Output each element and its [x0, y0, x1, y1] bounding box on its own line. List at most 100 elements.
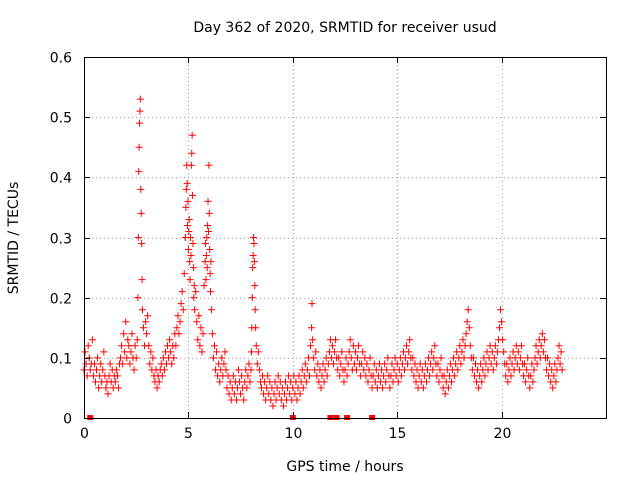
data-point [422, 378, 430, 386]
data-point [306, 372, 314, 380]
x-tick-label: 20 [494, 426, 512, 442]
data-point [478, 378, 486, 386]
zero-gap-markers [87, 415, 376, 420]
data-point [251, 282, 259, 290]
data-point [196, 342, 204, 350]
data-point [204, 197, 212, 205]
data-point [153, 384, 161, 392]
data-point [187, 252, 195, 260]
data-point [91, 378, 99, 386]
data-point [308, 300, 316, 308]
data-point [207, 258, 215, 266]
data-point [249, 252, 257, 260]
data-point [183, 179, 191, 187]
data-point [197, 324, 205, 332]
data-point [89, 372, 97, 380]
data-point [409, 354, 417, 362]
x-tick-label: 5 [184, 426, 193, 442]
x-tick-labels: 0 5 10 15 20 [80, 426, 511, 442]
data-point [335, 354, 343, 362]
data-point [184, 246, 192, 254]
data-point [491, 342, 499, 350]
y-tick-label: 0.6 [50, 51, 72, 67]
data-point [124, 336, 132, 344]
data-point [192, 288, 200, 296]
data-point [403, 342, 411, 350]
data-point [114, 384, 122, 392]
data-point [250, 240, 258, 248]
data-point [204, 227, 212, 235]
data-point [328, 342, 336, 350]
data-point [128, 330, 136, 338]
data-point [182, 185, 190, 193]
data-point [131, 342, 139, 350]
data-point [401, 366, 409, 374]
data-point [497, 306, 505, 314]
data-point [230, 390, 238, 398]
data-point [251, 306, 259, 314]
chart-title: Day 362 of 2020, SRMTID for receiver usu… [193, 20, 496, 36]
data-point [133, 336, 141, 344]
data-point [184, 197, 192, 205]
data-point [496, 324, 504, 332]
data-point [140, 324, 148, 332]
data-point [202, 276, 210, 284]
data-point [460, 354, 468, 362]
data-point [84, 342, 92, 350]
data-point [170, 354, 178, 362]
data-point [464, 306, 472, 314]
data-point [359, 348, 367, 356]
data-point [173, 324, 181, 332]
data-point [530, 366, 538, 374]
data-point [552, 378, 560, 386]
data-point [160, 366, 168, 374]
data-point [554, 354, 562, 362]
data-point [299, 384, 307, 392]
data-point [558, 366, 566, 374]
data-point [187, 161, 195, 169]
gap-marker [344, 415, 351, 420]
gap-marker [333, 415, 340, 420]
data-point [119, 360, 127, 368]
data-point [200, 282, 208, 290]
y-tick-label: 0.5 [50, 111, 72, 127]
data-point [111, 378, 119, 386]
data-point [85, 354, 93, 362]
data-point [240, 396, 248, 404]
data-point [555, 342, 563, 350]
data-point [202, 252, 210, 260]
data-point [209, 354, 217, 362]
data-point [221, 348, 229, 356]
data-point [347, 354, 355, 362]
gap-marker [87, 415, 94, 420]
data-point [125, 342, 133, 350]
data-point [205, 209, 213, 217]
data-point [309, 336, 317, 344]
data-point [381, 360, 389, 368]
data-point [435, 378, 443, 386]
data-point [544, 354, 552, 362]
data-point [189, 240, 197, 248]
data-point [523, 366, 531, 374]
data-point [336, 372, 344, 380]
data-point [379, 384, 387, 392]
data-point [168, 360, 176, 368]
data-point [175, 330, 183, 338]
data-point [344, 360, 352, 368]
data-point [434, 360, 442, 368]
data-point [337, 360, 345, 368]
data-point [504, 378, 512, 386]
data-point [406, 336, 414, 344]
data-point [138, 306, 146, 314]
data-point [549, 384, 557, 392]
data-point [250, 258, 258, 266]
data-point [254, 348, 262, 356]
data-point [363, 360, 371, 368]
data-point [88, 336, 96, 344]
data-point [507, 372, 515, 380]
data-point [203, 234, 211, 241]
data-point [499, 336, 507, 344]
data-point [492, 360, 500, 368]
data-point [97, 360, 105, 368]
